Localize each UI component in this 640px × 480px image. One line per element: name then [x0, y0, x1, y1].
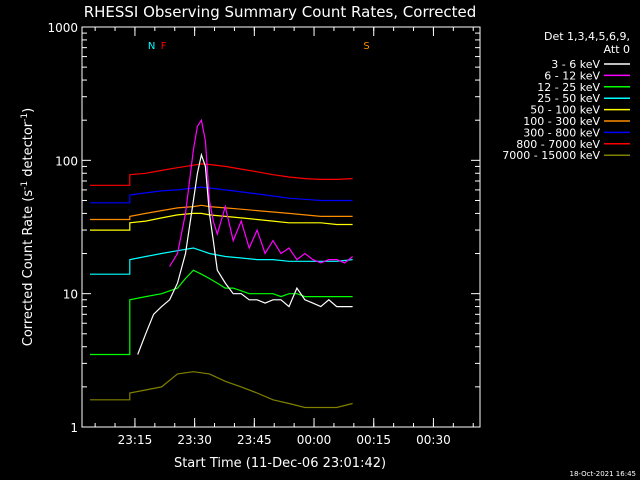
- detector-info-line2: Att 0: [604, 43, 630, 56]
- legend-label-2: 12 - 25 keV: [537, 81, 600, 94]
- y-axis-label-part2: detector: [21, 121, 36, 181]
- x-tick-label-2: 23:45: [237, 433, 272, 447]
- x-tick-label-4: 00:15: [356, 433, 391, 447]
- x-tick-label-0: 23:15: [118, 433, 153, 447]
- legend-label-3: 25 - 50 keV: [537, 92, 600, 105]
- x-tick-label-1: 23:30: [177, 433, 212, 447]
- series-line-6: [90, 186, 353, 204]
- legend-label-1: 6 - 12 keV: [544, 69, 600, 82]
- y-tick-label-0: 1: [70, 421, 78, 435]
- legend-label-0: 3 - 6 keV: [551, 58, 600, 71]
- series-line-3: [90, 247, 353, 275]
- series-line-2: [90, 269, 353, 356]
- y-axis-label: Corrected Count Rate (s-1 detector-1): [20, 108, 36, 346]
- annotation-s: S: [363, 41, 369, 52]
- chart-title: RHESSI Observing Summary Count Rates, Co…: [84, 3, 477, 21]
- y-axis-label-part1: Corrected Count Rate (s: [21, 190, 36, 347]
- y-tick-label-3: 1000: [47, 21, 78, 35]
- y-axis-label-sup1: -1: [20, 181, 30, 190]
- series-line-0: [137, 152, 353, 355]
- plot-frame: [81, 26, 481, 428]
- series-line-1: [169, 118, 353, 267]
- plot-area: 1 10 100 1000 23:15 23:30 23:45 00:00 00:15 00:30…: [47, 21, 481, 447]
- annotation-n: N: [148, 41, 155, 52]
- x-axis-label: Start Time (11-Dec-06 23:01:42): [174, 456, 386, 471]
- detector-info-line1: Det 1,3,4,5,6,9,: [544, 30, 630, 43]
- y-axis-label-sup2: -1: [20, 113, 30, 122]
- legend-label-7: 800 - 7000 keV: [516, 138, 600, 151]
- legend-label-5: 100 - 300 keV: [523, 115, 600, 128]
- y-tick-label-1: 10: [63, 288, 78, 302]
- series-line-7: [90, 163, 353, 186]
- footer-timestamp: 18-Oct-2021 16:45: [570, 470, 636, 478]
- y-tick-label-2: 100: [55, 154, 78, 168]
- annotation-f: F: [161, 41, 167, 52]
- series-line-8: [90, 371, 353, 409]
- legend-label-8: 7000 - 15000 keV: [502, 149, 600, 162]
- legend-label-4: 50 - 100 keV: [530, 104, 600, 117]
- x-tick-label-5: 00:30: [416, 433, 451, 447]
- legend-label-6: 300 - 800 keV: [523, 126, 600, 139]
- x-tick-label-3: 00:00: [297, 433, 332, 447]
- y-axis-label-part3: ): [21, 108, 36, 113]
